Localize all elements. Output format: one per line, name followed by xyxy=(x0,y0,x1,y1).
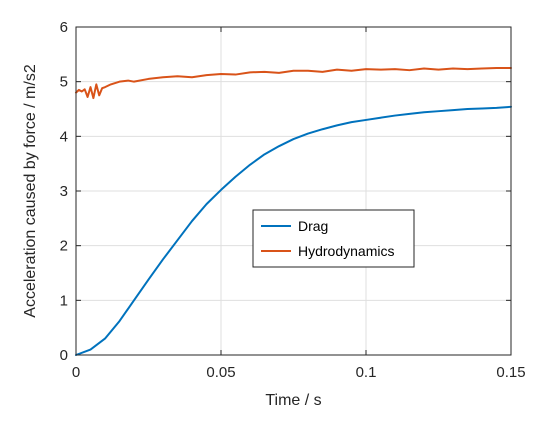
y-tick-label: 5 xyxy=(60,74,68,91)
y-tick-label: 0 xyxy=(60,347,68,364)
x-tick-label: 0.15 xyxy=(496,364,525,381)
legend-label-hydrodynamics: Hydrodynamics xyxy=(298,243,394,259)
y-tick-label: 2 xyxy=(60,238,68,255)
series-hydrodynamics-line xyxy=(75,67,512,100)
legend-label-drag: Drag xyxy=(298,218,328,234)
x-axis-label: Time / s xyxy=(265,392,321,409)
x-tick-label: 0.1 xyxy=(356,364,377,381)
y-tick-label: 1 xyxy=(60,292,68,309)
x-tick-label: 0 xyxy=(72,364,80,381)
legend: Drag Hydrodynamics xyxy=(252,209,415,268)
y-tick-label: 6 xyxy=(60,19,68,36)
x-tick-label: 0.05 xyxy=(206,364,235,381)
ticks: 0 0.05 0.1 0.15 0 1 2 3 4 5 6 xyxy=(60,19,526,381)
series-layer xyxy=(75,67,512,356)
legend-box xyxy=(252,209,415,268)
series-drag-line xyxy=(75,105,512,356)
y-axis-label: Acceleration caused by force / m/s2 xyxy=(22,64,39,318)
y-tick-label: 4 xyxy=(60,128,68,145)
y-tick-label: 3 xyxy=(60,183,68,200)
